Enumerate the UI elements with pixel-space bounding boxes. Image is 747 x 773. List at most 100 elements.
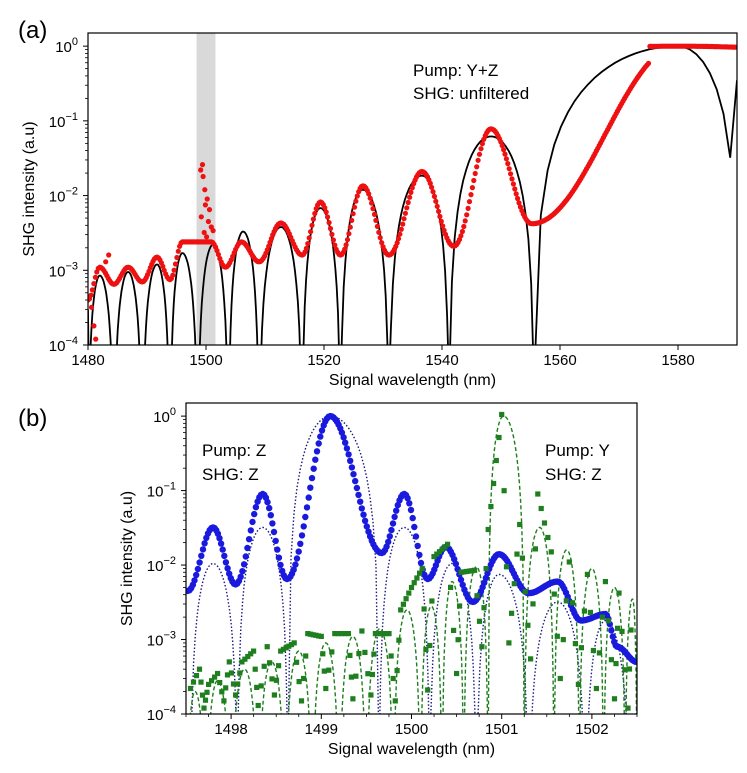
green-data-point [488, 503, 494, 510]
blue-data-point [406, 500, 413, 507]
green-data-point [350, 696, 356, 702]
series-navy-dotted-line [191, 415, 627, 714]
green-data-point [427, 642, 433, 649]
green-data-point [242, 656, 248, 662]
y-tick-base: 10 [153, 409, 170, 426]
blue-data-point [411, 523, 418, 531]
green-data-point [347, 652, 353, 658]
green-data-point [224, 672, 231, 678]
red-data-point [471, 177, 477, 184]
panel-b: 1498 1499 1500 1501 150210−410−310−210−1100S… [18, 402, 638, 758]
green-data-point [221, 698, 227, 704]
blue-data-point [355, 491, 362, 499]
red-data-point [479, 141, 485, 147]
red-data-point [429, 184, 435, 190]
green-data-point [368, 692, 374, 698]
blue-data-point [409, 514, 416, 522]
green-data-point [313, 632, 319, 638]
blue-data-point [459, 581, 466, 589]
red-data-point [204, 234, 210, 240]
green-data-point [501, 488, 507, 494]
red-data-point [330, 237, 336, 243]
green-data-point [525, 622, 531, 628]
red-data-point [513, 191, 519, 197]
green-data-point [519, 555, 525, 561]
red-data-point [469, 185, 475, 191]
red-data-point [408, 189, 414, 195]
red-data-point [342, 246, 348, 252]
blue-data-point [302, 513, 309, 521]
green-data-point [378, 631, 384, 637]
x-tick-label: 1480 [71, 352, 104, 369]
red-data-point [332, 242, 338, 248]
green-data-point [616, 590, 622, 596]
green-data-point [267, 660, 273, 666]
red-data-point [506, 166, 512, 172]
blue-data-point [216, 535, 223, 542]
red-data-point [160, 263, 166, 269]
x-tick-label: 1580 [661, 352, 694, 369]
green-data-point [345, 631, 351, 637]
blue-data-point [310, 465, 317, 472]
green-data-point [226, 659, 232, 665]
x-tick-label: 1560 [543, 352, 576, 369]
y-tick-label: 10−3 [49, 260, 78, 280]
red-data-point [434, 203, 440, 209]
blue-data-point [350, 471, 357, 478]
green-data-point [414, 575, 420, 581]
red-data-point [308, 229, 314, 235]
green-data-point [532, 546, 538, 552]
green-data-point [196, 666, 203, 672]
green-data-point [372, 631, 378, 637]
green-data-point [202, 697, 209, 703]
blue-data-point [343, 445, 351, 452]
red-data-point [440, 223, 446, 229]
y-tick-label: 100 [55, 36, 78, 56]
red-data-point [351, 204, 358, 210]
green-data-point [411, 580, 417, 586]
green-data-point [403, 596, 409, 602]
red-data-point [433, 198, 439, 204]
red-data-point [502, 151, 508, 157]
green-data-point [590, 647, 596, 654]
red-data-point [88, 304, 95, 310]
green-data-point [421, 606, 427, 612]
annotation-text: SHG: Z [545, 465, 602, 484]
blue-data-point [317, 433, 324, 440]
green-data-point [423, 646, 429, 653]
red-data-point [401, 216, 407, 222]
blue-data-point [266, 504, 273, 512]
green-data-point [442, 544, 448, 550]
green-data-point [451, 627, 457, 633]
green-data-point [237, 670, 243, 676]
green-data-point [557, 675, 563, 682]
annotation-text: Pump: Z [202, 441, 266, 460]
green-data-point [581, 608, 587, 614]
green-data-point [406, 590, 412, 596]
red-data-point [466, 199, 473, 205]
red-data-point [499, 143, 505, 149]
red-data-point [512, 186, 518, 192]
y-tick-base: 10 [147, 484, 164, 501]
red-data-point [510, 181, 516, 187]
green-data-point [472, 567, 478, 573]
blue-data-point [249, 518, 256, 526]
red-data-point [476, 151, 483, 157]
green-data-point [280, 646, 286, 652]
green-data-point [599, 614, 605, 620]
blue-data-point [237, 573, 244, 580]
blue-data-point [315, 440, 322, 447]
blue-data-point [457, 576, 465, 583]
red-data-point [202, 202, 208, 208]
blue-data-point [363, 523, 370, 530]
red-data-point [397, 231, 403, 237]
blue-data-point [194, 565, 202, 573]
blue-data-point [293, 555, 301, 562]
blue-data-point [264, 498, 271, 506]
blue-data-point [272, 537, 279, 545]
blue-data-point [300, 523, 307, 530]
green-data-point [429, 598, 435, 604]
green-data-point [569, 600, 575, 606]
blue-data-point [347, 457, 354, 464]
green-data-point [626, 666, 633, 672]
